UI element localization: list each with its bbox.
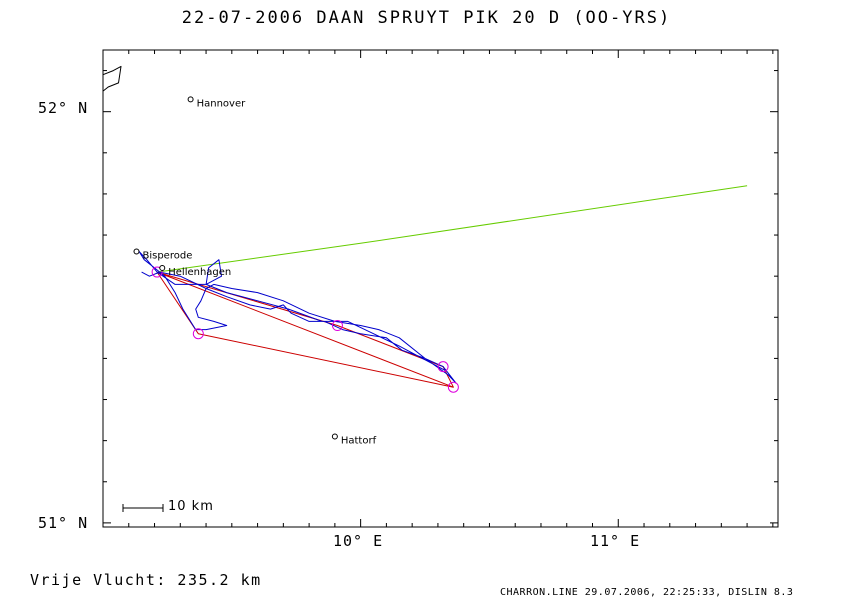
lon-label-10: 10° E (333, 532, 384, 550)
map-title: 22-07-2006 DAAN SPRUYT PIK 20 D (OO-YRS) (181, 8, 672, 28)
lat-label-52: 52° N (38, 99, 89, 117)
place-marker (331, 433, 338, 440)
lat-label-51: 51° N (38, 514, 89, 532)
map-frame (102, 49, 779, 528)
extension-path (157, 185, 748, 273)
turnpoint-marker (331, 320, 343, 332)
turnpoints (151, 266, 459, 393)
coastline-path (102, 65, 122, 92)
axis-ticks (102, 50, 778, 527)
scale-bar (122, 504, 164, 512)
place-marker (133, 248, 140, 255)
scale-bar-label: 10 km (168, 499, 214, 514)
free-flight-distance: Vrije Vlucht: 235.2 km (30, 571, 262, 589)
flight-track-path (138, 251, 457, 384)
turnpoint-marker (447, 381, 459, 393)
footer-credit: CHARRON.LINE 29.07.2006, 22:25:33, DISLI… (500, 587, 794, 598)
coastline (102, 65, 122, 92)
lon-label-11: 11° E (590, 532, 641, 550)
turnpoint-marker (151, 266, 163, 278)
place-marker (187, 96, 194, 103)
place-label: Hattorf (341, 436, 377, 447)
place-label: Hannover (197, 98, 247, 109)
place-marker (159, 264, 166, 271)
turnpoint-marker (192, 328, 204, 340)
place-label: Bisperode (142, 250, 192, 261)
extension-line (157, 185, 748, 273)
place-label: Hellenhagen (168, 267, 231, 278)
places: Hannover Bisperode Hellenhagen Hattorf (133, 96, 377, 447)
turnpoint-marker (437, 361, 449, 373)
flight-track (138, 251, 457, 384)
